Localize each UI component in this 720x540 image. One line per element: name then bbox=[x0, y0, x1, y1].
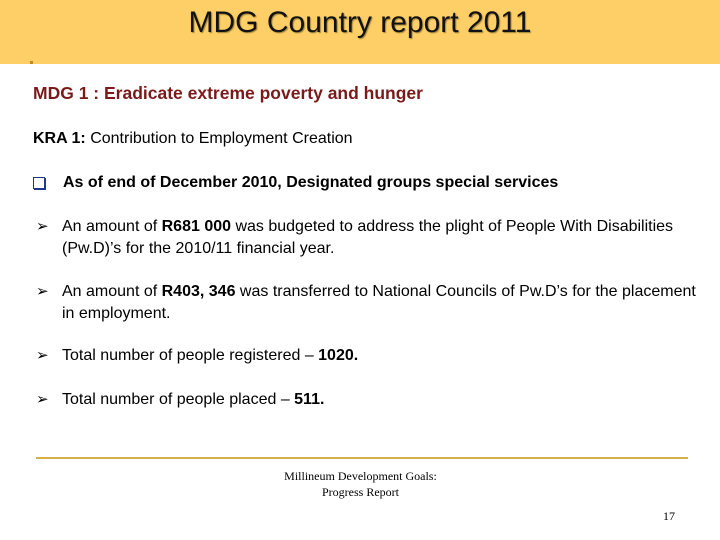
mdg-heading: MDG 1 : Eradicate extreme poverty and hu… bbox=[33, 83, 423, 103]
arrow-bullet-icon: ➢ bbox=[36, 283, 49, 300]
decorative-dot bbox=[30, 61, 33, 64]
arrow-bullet-icon: ➢ bbox=[36, 347, 49, 364]
kra-label: KRA 1: bbox=[33, 130, 86, 147]
kra-line: KRA 1: Contribution to Employment Creati… bbox=[33, 130, 353, 148]
footer-line-2: Progress Report bbox=[322, 485, 399, 499]
checkbox-bullet-icon bbox=[33, 177, 45, 189]
bullet-item: ➢ An amount of R681 000 was budgeted to … bbox=[36, 216, 702, 260]
bullet-item: ➢ An amount of R403, 346 was transferred… bbox=[36, 281, 702, 325]
q-bullet-text: As of end of December 2010, Designated g… bbox=[63, 174, 559, 191]
footer-caption: Millineum Development Goals: Progress Re… bbox=[278, 468, 443, 500]
kra-text: Contribution to Employment Creation bbox=[85, 130, 353, 147]
arrow-bullet-icon: ➢ bbox=[36, 218, 49, 235]
bullet-text: An amount of R681 000 was budgeted to ad… bbox=[62, 218, 674, 257]
q-bullet-item: As of end of December 2010, Designated g… bbox=[33, 174, 558, 192]
bullet-text: Total number of people registered – 1020… bbox=[62, 347, 359, 364]
bullet-text: An amount of R403, 346 was transferred t… bbox=[62, 283, 696, 322]
bullet-item: ➢ Total number of people placed – 511. bbox=[36, 389, 702, 411]
arrow-bullet-icon: ➢ bbox=[36, 391, 49, 408]
page-number: 17 bbox=[663, 509, 675, 523]
bullet-text: Total number of people placed – 511. bbox=[62, 391, 325, 408]
header-bar bbox=[0, 0, 720, 64]
slide-title: MDG Country report 2011 bbox=[188, 6, 532, 39]
bullet-item: ➢ Total number of people registered – 10… bbox=[36, 345, 702, 367]
footer-divider bbox=[36, 457, 688, 459]
footer-line-1: Millineum Development Goals: bbox=[284, 469, 437, 483]
